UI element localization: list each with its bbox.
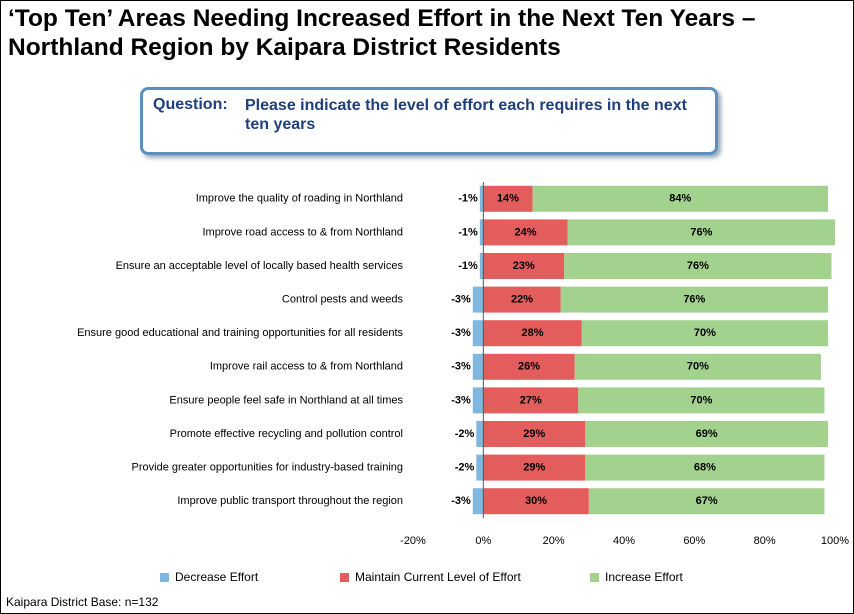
bar-segment bbox=[581, 320, 828, 347]
bar-segment bbox=[532, 185, 828, 212]
x-tick-label: -20% bbox=[400, 535, 426, 547]
category-label: Improve rail access to & from Northland bbox=[210, 361, 403, 373]
x-tick-label: 60% bbox=[683, 535, 705, 547]
value-label: 14% bbox=[497, 193, 519, 205]
bar-segment bbox=[585, 421, 828, 447]
bar-segment bbox=[483, 253, 565, 279]
footnote: Kaipara District Base: n=132 bbox=[6, 595, 159, 609]
bar-segment bbox=[560, 286, 828, 313]
legend-label: Increase Effort bbox=[605, 570, 683, 584]
category-label: Improve public transport throughout the … bbox=[177, 495, 403, 507]
value-label: -1% bbox=[458, 260, 478, 272]
value-label: 68% bbox=[694, 462, 716, 474]
category-label: Improve the quality of roading in Northl… bbox=[196, 193, 403, 205]
question-label: Question: bbox=[153, 96, 228, 113]
category-label: Promote effective recycling and pollutio… bbox=[170, 428, 403, 440]
category-label: Improve road access to & from Northland bbox=[202, 226, 403, 238]
category-label: Ensure people feel safe in Northland at … bbox=[169, 394, 403, 406]
bar-segment bbox=[483, 185, 533, 212]
question-box: Question: Please indicate the level of e… bbox=[140, 87, 718, 155]
value-label: 27% bbox=[520, 394, 542, 406]
value-label: -2% bbox=[455, 428, 475, 440]
bar-segment bbox=[483, 320, 582, 347]
bar-segment bbox=[483, 454, 586, 481]
bar-segment bbox=[564, 253, 832, 279]
value-label: 29% bbox=[523, 428, 545, 440]
value-label: -3% bbox=[451, 394, 471, 406]
value-label: 28% bbox=[522, 327, 544, 339]
legend-swatch bbox=[590, 573, 599, 582]
value-label: -2% bbox=[455, 462, 475, 474]
bar-segment bbox=[476, 421, 484, 447]
bar-segment bbox=[483, 219, 568, 246]
question-text: Please indicate the level of effort each… bbox=[245, 97, 687, 133]
bar-segment bbox=[472, 387, 484, 414]
bar-segment bbox=[472, 488, 484, 515]
value-label: -1% bbox=[458, 193, 478, 205]
bar-segment bbox=[578, 387, 825, 414]
bar-segment bbox=[472, 286, 484, 313]
value-label: 29% bbox=[523, 462, 545, 474]
bar-segment bbox=[483, 353, 575, 380]
value-label: 23% bbox=[513, 260, 535, 272]
legend-swatch bbox=[160, 573, 169, 582]
value-label: -3% bbox=[451, 327, 471, 339]
bar-segment bbox=[588, 488, 825, 515]
bar-segment bbox=[483, 488, 589, 515]
bar-segment bbox=[574, 353, 821, 380]
value-label: 76% bbox=[687, 260, 709, 272]
value-label: -1% bbox=[458, 226, 478, 238]
value-label: 26% bbox=[518, 361, 540, 373]
category-label: Ensure good educational and training opp… bbox=[77, 327, 403, 339]
value-label: 67% bbox=[696, 495, 718, 507]
bar-segment bbox=[476, 454, 484, 481]
value-label: 22% bbox=[511, 294, 533, 306]
value-label: 70% bbox=[687, 361, 709, 373]
value-label: 76% bbox=[683, 294, 705, 306]
category-label: Ensure an acceptable level of locally ba… bbox=[116, 260, 404, 272]
x-tick-label: 80% bbox=[754, 535, 776, 547]
value-label: 69% bbox=[696, 428, 718, 440]
x-tick-label: 0% bbox=[475, 535, 491, 547]
value-label: 30% bbox=[525, 495, 547, 507]
bar-segment bbox=[479, 185, 484, 212]
chart-title: ‘Top Ten’ Areas Needing Increased Effort… bbox=[8, 5, 756, 61]
bar-segment bbox=[479, 253, 484, 279]
bar-segment bbox=[472, 320, 484, 347]
value-label: -3% bbox=[451, 294, 471, 306]
value-label: 84% bbox=[669, 193, 691, 205]
legend-swatch bbox=[340, 573, 349, 582]
bar-segment bbox=[483, 421, 586, 447]
bar-segment bbox=[479, 219, 484, 246]
value-label: -3% bbox=[451, 361, 471, 373]
x-tick-label: 40% bbox=[613, 535, 635, 547]
bar-segment bbox=[483, 387, 579, 414]
bar-segment bbox=[472, 353, 484, 380]
bar-segment bbox=[585, 454, 825, 481]
x-tick-label: 100% bbox=[821, 535, 849, 547]
bar-segment bbox=[483, 286, 561, 313]
legend-label: Decrease Effort bbox=[175, 570, 259, 584]
category-label: Control pests and weeds bbox=[282, 294, 404, 306]
x-tick-label: 20% bbox=[543, 535, 565, 547]
value-label: 70% bbox=[694, 327, 716, 339]
value-label: -3% bbox=[451, 495, 471, 507]
value-label: 24% bbox=[515, 226, 537, 238]
category-label: Provide greater opportunities for indust… bbox=[132, 462, 403, 474]
value-label: 70% bbox=[690, 394, 712, 406]
value-label: 76% bbox=[690, 226, 712, 238]
bar-segment bbox=[567, 219, 835, 246]
legend-label: Maintain Current Level of Effort bbox=[355, 570, 522, 584]
